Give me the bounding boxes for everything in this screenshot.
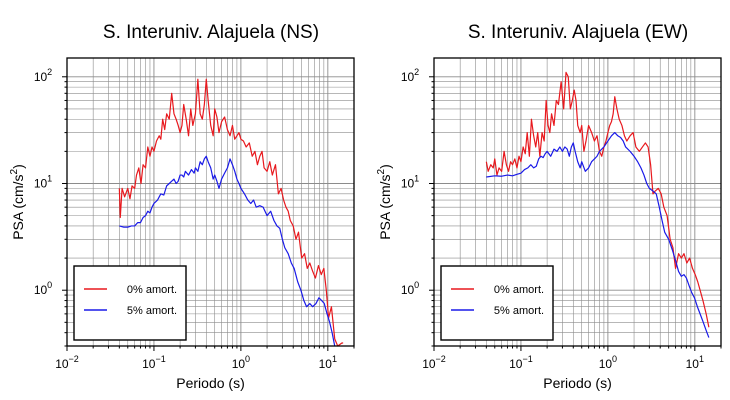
x-tick-label: 100 — [232, 354, 250, 371]
x-tick-label: 10−1 — [142, 354, 166, 371]
x-tick-label: 100 — [599, 354, 617, 371]
y-tick-label: 101 — [34, 173, 52, 190]
legend-label: 0% amort. — [127, 284, 177, 296]
x-axis-label: Periodo (s) — [176, 375, 244, 391]
y-tick-label: 102 — [401, 67, 419, 84]
series-line-undamped — [118, 78, 344, 347]
x-axis-label: Periodo (s) — [543, 375, 611, 391]
chart-ns: 10−2 10−1 100 101 100 101 102 S. Interuniv. Ala… — [9, 22, 355, 391]
chart-title: S. Interuniv. Alajuela (NS) — [103, 22, 319, 43]
legend: 0% amort. 5% amort. — [73, 265, 187, 341]
series-line-undamped — [485, 71, 710, 328]
y-tick-label: 102 — [34, 67, 52, 84]
series-line-damped — [486, 131, 710, 338]
x-tick-label: 10−1 — [509, 354, 533, 371]
chart-title: S. Interuniv. Alajuela (EW) — [468, 22, 688, 43]
y-axis-label: PSA (cm/s2) — [376, 164, 393, 240]
plot-frame — [66, 57, 355, 347]
legend-label: 0% amort. — [494, 284, 544, 296]
chart-ew: 10−2 10−1 100 101 100 101 102 S. Interuniv. Ala… — [376, 22, 722, 391]
y-tick-label: 100 — [401, 280, 419, 297]
y-tick-label: 101 — [401, 173, 419, 190]
x-tick-label: 10−2 — [422, 354, 446, 371]
y-tick-label: 100 — [34, 280, 52, 297]
x-tick-label: 10−2 — [55, 354, 79, 371]
y-axis-label: PSA (cm/s2) — [9, 164, 26, 240]
plot-frame — [433, 57, 722, 347]
series-line-damped — [119, 155, 336, 347]
x-tick-label: 101 — [319, 354, 337, 371]
legend-box — [73, 265, 187, 341]
legend: 0% amort. 5% amort. — [440, 265, 554, 341]
legend-box — [440, 265, 554, 341]
x-tick-label: 101 — [686, 354, 704, 371]
legend-label: 5% amort. — [127, 305, 177, 317]
legend-label: 5% amort. — [494, 305, 544, 317]
